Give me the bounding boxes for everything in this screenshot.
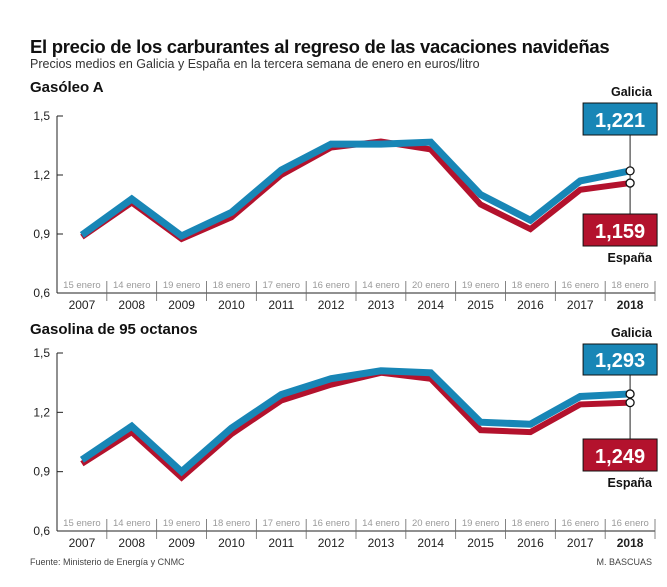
date-label: 17 enero (262, 518, 300, 529)
date-label: 14 enero (113, 280, 151, 291)
x-tick-label: 2007 (69, 298, 96, 312)
x-tick-label: 2010 (218, 536, 245, 550)
x-tick-label: 2014 (417, 536, 444, 550)
date-label: 20 enero (412, 518, 450, 529)
x-tick-label: 2009 (168, 298, 195, 312)
x-tick-label: 2009 (168, 536, 195, 550)
x-tick-label: 2015 (467, 298, 494, 312)
chart-subtitle: Precios medios en Galicia y España en la… (30, 57, 480, 71)
date-label: 19 enero (462, 518, 500, 529)
legend-galicia: Galicia (611, 85, 653, 99)
data-point-galicia (625, 389, 635, 399)
value-label-galicia: 1,221 (595, 110, 645, 132)
x-tick-label: 2012 (318, 298, 345, 312)
y-tick-label: 1,5 (33, 109, 50, 123)
date-label: 15 enero (63, 518, 101, 529)
y-tick-label: 0,6 (33, 524, 50, 538)
x-tick-label: 2017 (567, 298, 594, 312)
x-tick-label: 2018 (617, 298, 644, 312)
date-label: 16 enero (561, 280, 599, 291)
legend-galicia: Galicia (611, 326, 653, 340)
x-tick-label: 2018 (617, 536, 644, 550)
data-point-espana (625, 397, 635, 408)
y-tick-label: 0,6 (33, 286, 50, 300)
x-tick-label: 2007 (69, 536, 96, 550)
panel-title: Gasóleo A (30, 79, 104, 96)
data-point-espana (625, 178, 635, 188)
value-box-espana (582, 438, 658, 472)
value-label-espana: 1,249 (595, 446, 645, 468)
y-tick-label: 1,2 (33, 405, 50, 419)
y-tick-label: 1,5 (33, 346, 50, 360)
x-tick-label: 2016 (517, 298, 544, 312)
date-label: 19 enero (163, 518, 201, 529)
date-label: 16 enero (312, 518, 350, 529)
series-line-galicia (79, 138, 631, 241)
date-label: 20 enero (412, 280, 450, 291)
date-label: 18 enero (512, 518, 550, 529)
date-label: 15 enero (63, 280, 101, 291)
value-label-galicia: 1,293 (595, 350, 645, 372)
date-label: 19 enero (163, 280, 201, 291)
x-tick-label: 2008 (118, 536, 145, 550)
date-label: 14 enero (113, 518, 151, 529)
chart-title: El precio de los carburantes al regreso … (30, 36, 610, 57)
date-label: 17 enero (262, 280, 300, 291)
date-label: 16 enero (611, 518, 649, 529)
series-line-espana (80, 369, 631, 482)
date-label: 19 enero (462, 280, 500, 291)
x-tick-label: 2013 (368, 298, 395, 312)
value-label-espana: 1,159 (595, 221, 645, 243)
date-label: 18 enero (512, 280, 550, 291)
date-label: 16 enero (312, 280, 350, 291)
value-box-espana (582, 213, 658, 247)
x-tick-label: 2015 (467, 536, 494, 550)
x-tick-label: 2016 (517, 536, 544, 550)
date-label: 18 enero (213, 280, 251, 291)
x-tick-label: 2011 (268, 536, 294, 550)
date-label: 14 enero (362, 280, 400, 291)
y-tick-label: 0,9 (33, 227, 50, 241)
x-tick-label: 2008 (118, 298, 145, 312)
data-point-galicia (625, 166, 635, 176)
date-label: 14 enero (362, 518, 400, 529)
legend-espana: España (608, 476, 654, 490)
value-box-galicia (582, 102, 658, 136)
x-tick-label: 2013 (368, 536, 395, 550)
panel-title: Gasolina de 95 octanos (30, 321, 198, 338)
x-tick-label: 2012 (318, 536, 345, 550)
date-label: 16 enero (561, 518, 599, 529)
series-line-galicia (79, 367, 631, 477)
y-tick-label: 1,2 (33, 168, 50, 182)
source-note: Fuente: Ministerio de Energía y CNMC (30, 557, 185, 567)
value-box-galicia (582, 343, 658, 376)
x-tick-label: 2014 (417, 298, 444, 312)
legend-espana: España (608, 251, 654, 265)
date-label: 18 enero (611, 280, 649, 291)
x-tick-label: 2010 (218, 298, 245, 312)
y-tick-label: 0,9 (33, 465, 50, 479)
date-label: 18 enero (213, 518, 251, 529)
author-credit: M. BASCUAS (596, 557, 652, 567)
x-tick-label: 2011 (268, 298, 294, 312)
x-tick-label: 2017 (567, 536, 594, 550)
